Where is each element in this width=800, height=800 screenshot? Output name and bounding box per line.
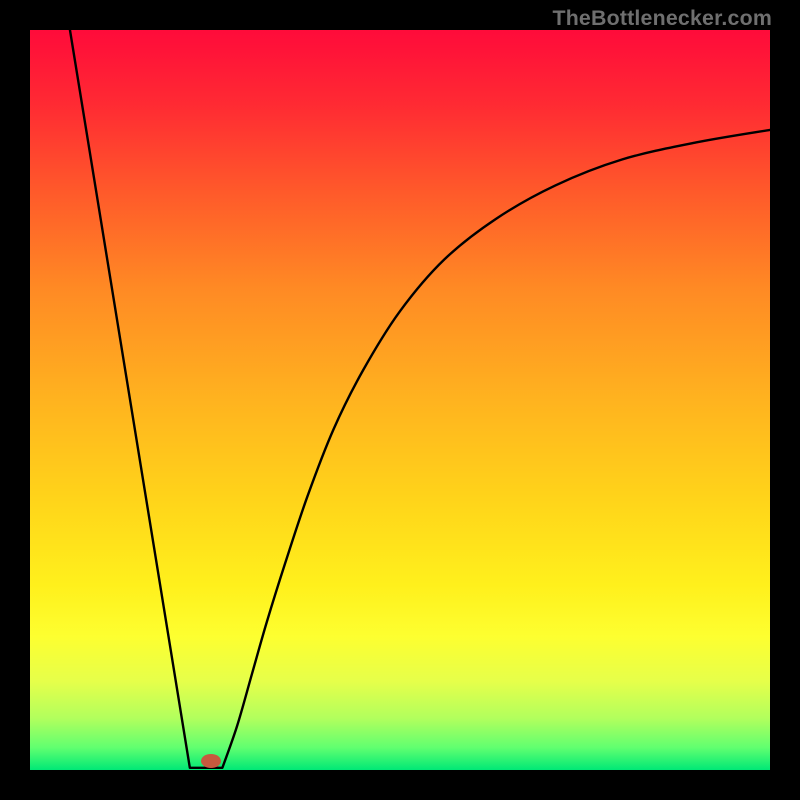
bottleneck-curve bbox=[30, 30, 770, 770]
optimal-point-marker bbox=[201, 754, 221, 768]
watermark-text: TheBottlenecker.com bbox=[552, 6, 772, 31]
chart-outer-frame: TheBottlenecker.com bbox=[0, 0, 800, 800]
plot-area bbox=[30, 30, 770, 770]
